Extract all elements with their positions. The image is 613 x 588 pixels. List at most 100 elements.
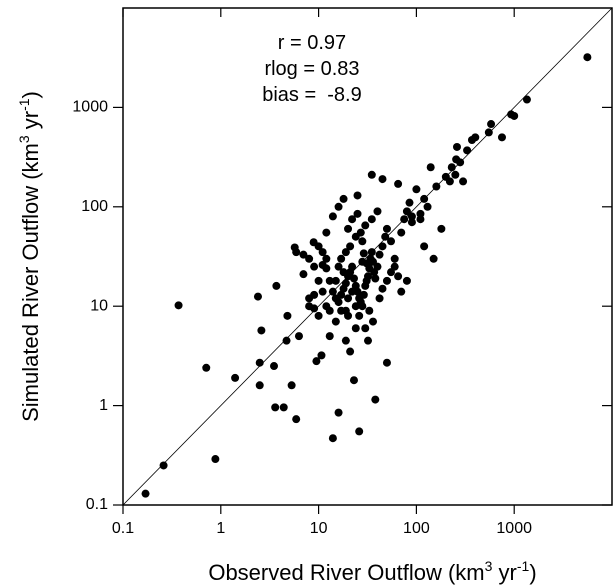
point [367,248,376,257]
point [463,146,472,155]
point [369,317,378,326]
point [365,306,374,315]
point [346,347,355,356]
x-tick-label: 1 [216,520,225,537]
point [371,274,380,283]
axis-label: Observed River Outflow (km3 yr-1) [208,558,536,585]
point [397,228,406,237]
point [344,224,353,233]
point [452,155,461,164]
point [279,403,288,412]
point [294,332,303,341]
point [305,302,314,311]
label-part: ) [529,560,536,585]
point [271,403,280,412]
point [159,461,168,470]
point [351,302,360,311]
point [314,276,323,285]
point [423,202,432,211]
plot-frame [122,7,613,506]
point [382,224,391,233]
point [255,358,264,367]
point [314,242,323,251]
point [375,294,384,303]
point [373,207,382,216]
point [331,276,340,285]
point [341,279,350,288]
point [351,324,360,333]
x-tick-label: 1000 [496,520,532,537]
point [337,254,346,263]
point [390,254,399,263]
annotation: r = 0.97 [278,32,346,54]
point [325,306,334,315]
superscript: -1 [16,98,32,111]
point [317,351,326,360]
point [344,311,353,320]
y-tick-label: 10 [90,297,108,314]
point [348,287,357,296]
point [445,177,454,186]
x-tick-label: 100 [403,520,430,537]
point [420,194,429,203]
point [353,209,362,218]
label-part: ) [18,91,43,98]
point [174,301,183,310]
superscript: 3 [485,558,493,574]
point [459,177,468,186]
point [447,163,456,172]
point [451,170,460,179]
point [583,53,592,62]
point [318,287,327,296]
point [202,363,211,372]
point [497,133,506,142]
annotation: bias = -8.9 [262,84,362,106]
y-tick-label: 0.1 [86,496,108,513]
point [371,395,380,404]
point [375,250,384,259]
label-part: Observed River Outflow (km [208,560,484,585]
point [292,248,301,257]
point [312,357,321,366]
point [231,373,240,382]
point [358,302,367,311]
point [257,326,266,335]
point [394,179,403,188]
point [272,281,281,290]
point [334,202,343,211]
y-tick-label: 1 [99,397,108,414]
label-part: Simulated River Outflow (km [18,143,43,422]
point [305,254,314,263]
point [344,294,353,303]
point [253,292,262,301]
point [361,221,370,230]
point [362,259,371,268]
point [322,264,331,273]
point [292,415,301,424]
point [283,311,292,320]
point [407,212,416,221]
point [405,198,414,207]
y-tick-label: 100 [81,198,108,215]
point [287,381,296,390]
point [390,262,399,271]
point [402,276,411,285]
point [359,290,368,299]
point [310,290,319,299]
point [310,262,319,271]
axis-label: Simulated River Outflow (km3 yr-1) [16,91,43,422]
point [510,111,519,120]
point [378,175,387,184]
point [355,311,364,320]
point [318,248,327,257]
point [334,408,343,417]
point [328,287,337,296]
point [378,242,387,251]
point [359,249,368,258]
point [346,242,355,251]
point [364,272,373,281]
point [328,434,337,443]
point [341,336,350,345]
point [367,215,376,224]
